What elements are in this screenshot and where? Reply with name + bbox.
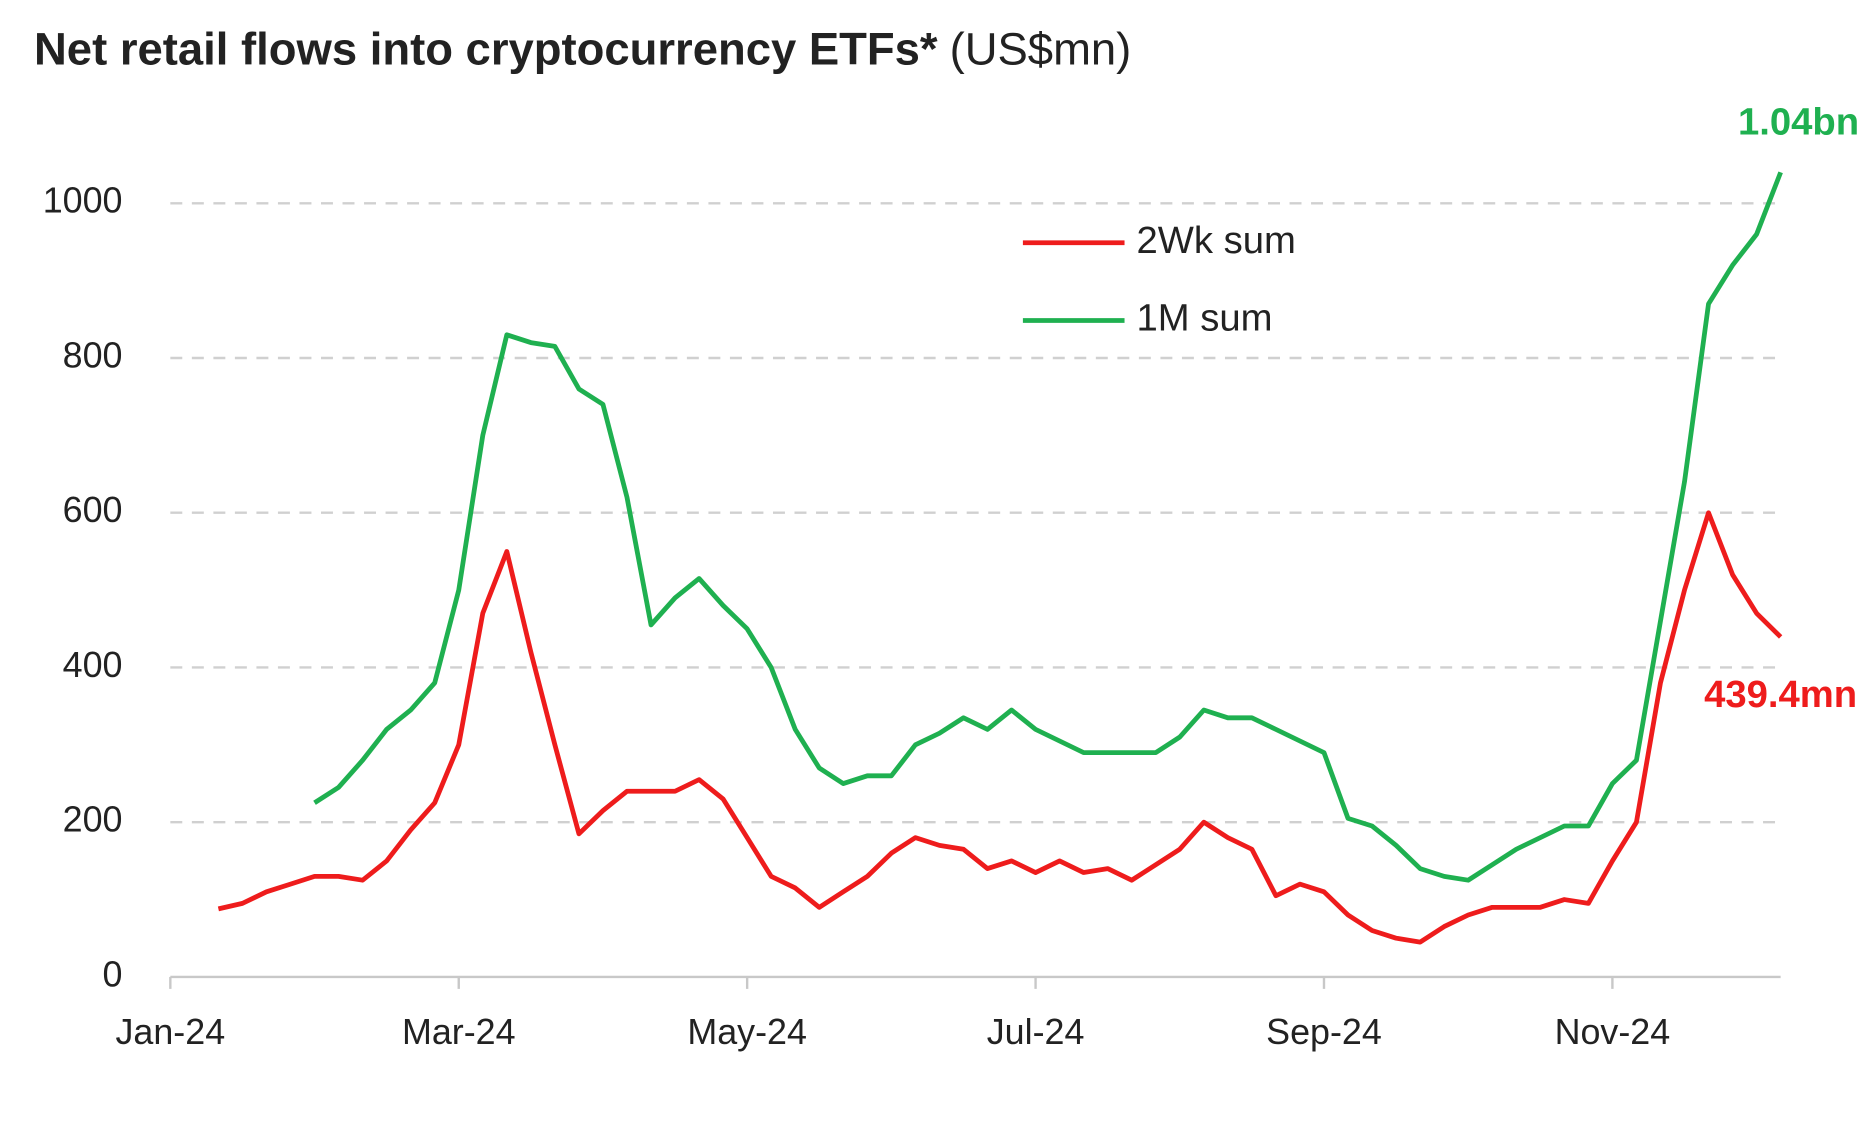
annotation: 1.04bn [1738, 101, 1859, 144]
legend-label: 1M sum [1136, 297, 1272, 340]
x-tick-label: Mar-24 [402, 1012, 516, 1052]
x-tick-label: Sep-24 [1266, 1012, 1382, 1052]
annotation: 439.4mn [1704, 673, 1857, 716]
chart-subtitle: (US$mn) [950, 24, 1132, 75]
x-tick-label: Nov-24 [1555, 1012, 1671, 1052]
legend-label: 2Wk sum [1136, 219, 1295, 262]
y-tick-label: 0 [103, 954, 123, 994]
y-tick-label: 600 [63, 490, 123, 530]
y-tick-label: 400 [63, 645, 123, 685]
chart-title: Net retail flows into cryptocurrency ETF… [34, 24, 938, 75]
y-tick-label: 800 [63, 335, 123, 375]
y-tick-label: 200 [63, 800, 123, 840]
series-line [217, 510, 1783, 945]
x-tick-label: May-24 [687, 1012, 807, 1052]
x-tick-label: Jul-24 [987, 1012, 1085, 1052]
x-tick-label: Jan-24 [116, 1012, 226, 1052]
y-tick-label: 1000 [43, 181, 123, 221]
series-line [313, 171, 1783, 883]
